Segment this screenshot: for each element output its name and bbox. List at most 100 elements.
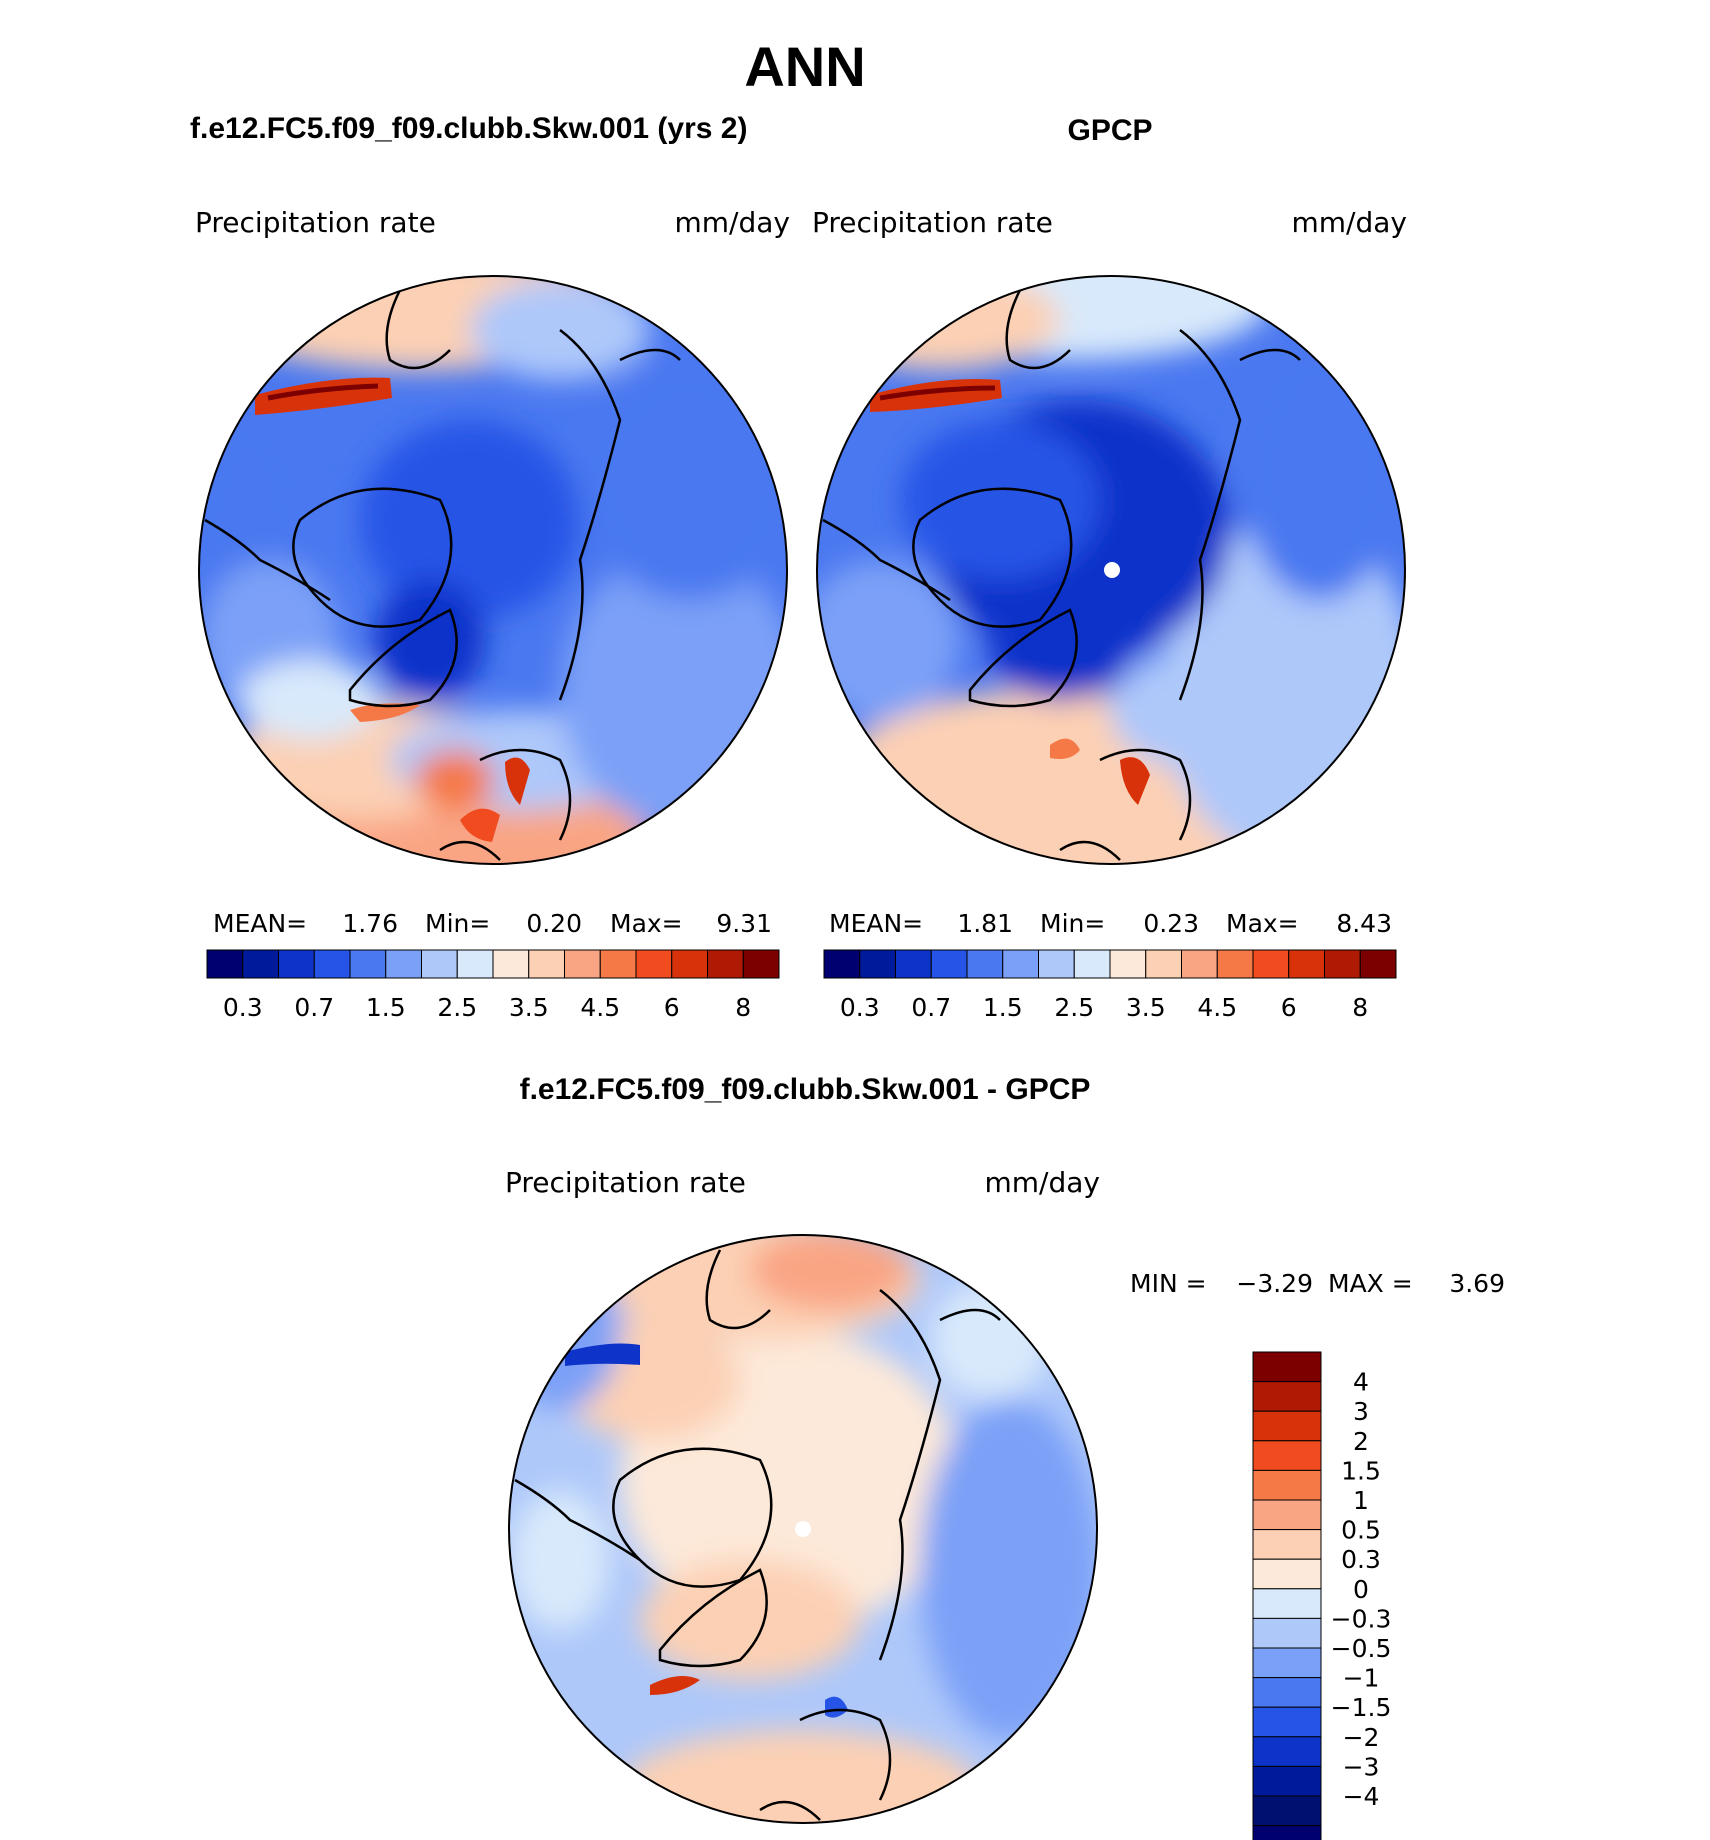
panel-obs-variable-label: Precipitation rate xyxy=(812,206,1053,239)
panel-model-map xyxy=(199,276,787,864)
colorbar-swatch xyxy=(278,949,315,979)
colorbar-swatch xyxy=(1252,1558,1322,1590)
colorbar-tick-label: −3 xyxy=(1343,1752,1380,1781)
colorbar-tick-label: −2 xyxy=(1343,1723,1380,1752)
panel-obs-max-label: Max= xyxy=(1226,909,1299,938)
colorbar-tick-label: 0 xyxy=(1353,1575,1369,1604)
colorbar-swatch xyxy=(1252,1529,1322,1560)
panel-obs-units-label: mm/day xyxy=(1292,206,1408,239)
colorbar-swatch xyxy=(421,949,458,979)
panel-diff-map xyxy=(509,1235,1097,1823)
panel-model-min-label: Min= xyxy=(425,909,490,938)
panel-model: f.e12.FC5.f09_f09.clubb.Skw.001 (yrs 2) … xyxy=(190,112,791,1022)
colorbar-tick-label: 0.7 xyxy=(911,993,951,1022)
colorbar-swatch xyxy=(1252,1499,1322,1531)
colorbar-swatch xyxy=(1324,949,1361,979)
colorbar-swatch xyxy=(707,949,744,979)
panel-obs-min-value: 0.23 xyxy=(1143,909,1199,938)
panel-model-max-value: 9.31 xyxy=(716,909,772,938)
colorbar-swatch xyxy=(1252,1795,1322,1827)
colorbar-swatch xyxy=(1252,1440,1322,1471)
colorbar-tick-label: 1.5 xyxy=(1341,1456,1381,1485)
panel-diff-min-value: −3.29 xyxy=(1236,1269,1313,1298)
panel-obs-map xyxy=(817,276,1405,864)
colorbar-swatch xyxy=(930,949,968,979)
panel-diff-min-label: MIN = xyxy=(1130,1269,1207,1298)
colorbar-tick-label: 8 xyxy=(1352,993,1368,1022)
colorbar-tick-label: 0.3 xyxy=(840,993,880,1022)
panel-model-max-label: Max= xyxy=(610,909,683,938)
colorbar-tick-label: 1.5 xyxy=(983,993,1023,1022)
colorbar-tick-label: 4.5 xyxy=(580,993,620,1022)
colorbar-swatch xyxy=(1181,949,1218,979)
colorbar-swatch xyxy=(859,949,896,979)
colorbar-swatch xyxy=(823,949,861,979)
colorbar-tick-label: 0.7 xyxy=(294,993,334,1022)
colorbar-tick-label: 3.5 xyxy=(509,993,549,1022)
panel-diff-units-label: mm/day xyxy=(985,1166,1101,1199)
panel-obs-max-value: 8.43 xyxy=(1336,909,1392,938)
colorbar-swatch xyxy=(1359,949,1397,979)
colorbar-swatch xyxy=(1252,1647,1322,1679)
colorbar-swatch xyxy=(1252,1706,1322,1738)
colorbar-swatch xyxy=(895,949,932,979)
panel-diff-max-label: MAX = xyxy=(1328,1269,1413,1298)
panel-diff-max-value: 3.69 xyxy=(1449,1269,1505,1298)
colorbar-swatch xyxy=(1252,1765,1322,1797)
colorbar-swatch xyxy=(313,949,351,979)
colorbar-tick-label: 2.5 xyxy=(437,993,477,1022)
colorbar-swatch xyxy=(206,949,244,979)
colorbar-swatch xyxy=(456,949,494,979)
colorbar-swatch xyxy=(242,949,279,979)
colorbar-tick-label: 0.5 xyxy=(1341,1516,1381,1545)
colorbar-tick-label: 8 xyxy=(735,993,751,1022)
colorbar-swatch xyxy=(966,949,1004,979)
colorbar-tick-label: −0.3 xyxy=(1331,1604,1392,1633)
panel-model-mean-value: 1.76 xyxy=(342,909,398,938)
colorbar-tick-label: 6 xyxy=(1281,993,1297,1022)
colorbar-tick-label: 4.5 xyxy=(1197,993,1237,1022)
panel-obs: GPCP Precipitation rate mm/day xyxy=(812,114,1408,1022)
panel-obs-colorbar: 0.3 0.7 1.5 2.5 3.5 4.5 6 8 xyxy=(823,949,1397,1022)
panel-obs-map-border xyxy=(816,275,1406,865)
colorbar-swatch xyxy=(1252,1410,1322,1442)
colorbar-swatch xyxy=(1252,1351,1322,1383)
panel-diff-variable-label: Precipitation rate xyxy=(505,1166,746,1199)
colorbar-swatch xyxy=(742,949,780,979)
colorbar-swatch xyxy=(1252,1588,1322,1619)
colorbar-tick-label: −1.5 xyxy=(1331,1693,1392,1722)
panel-obs-subtitle: GPCP xyxy=(1067,114,1152,147)
colorbar-tick-label: 3 xyxy=(1353,1397,1369,1426)
colorbar-swatch xyxy=(1002,949,1039,979)
colorbar-swatch xyxy=(1252,1469,1322,1501)
colorbar-swatch xyxy=(1252,1617,1322,1649)
colorbar-tick-label: −0.5 xyxy=(1331,1634,1392,1663)
panel-diff-map-border xyxy=(508,1234,1098,1824)
colorbar-swatch xyxy=(671,949,708,979)
colorbar-swatch xyxy=(528,949,565,979)
colorbar-tick-label: −1 xyxy=(1343,1664,1380,1693)
colorbar-swatch xyxy=(635,949,673,979)
colorbar-swatch xyxy=(1288,949,1325,979)
colorbar-swatch xyxy=(1252,1736,1322,1767)
panel-diff: f.e12.FC5.f09_f09.clubb.Skw.001 - GPCP P… xyxy=(505,1073,1505,1840)
panel-model-units-label: mm/day xyxy=(675,206,791,239)
colorbar-swatch xyxy=(385,949,422,979)
colorbar-tick-label: 0.3 xyxy=(1341,1545,1381,1574)
colorbar-tick-label: 3.5 xyxy=(1126,993,1166,1022)
colorbar-tick-label: 2.5 xyxy=(1054,993,1094,1022)
colorbar-swatch xyxy=(564,949,601,979)
colorbar-tick-label: −4 xyxy=(1343,1782,1380,1811)
colorbar-tick-label: 2 xyxy=(1353,1427,1369,1456)
panel-model-colorbar: 0.3 0.7 1.5 2.5 3.5 4.5 6 8 xyxy=(206,949,780,1022)
colorbar-swatch xyxy=(1038,949,1075,979)
colorbar-swatch xyxy=(349,949,387,979)
colorbar-swatch xyxy=(599,949,637,979)
colorbar-tick-label: 1 xyxy=(1353,1486,1369,1515)
colorbar-swatch xyxy=(1073,949,1111,979)
colorbar-tick-label: 0.3 xyxy=(223,993,263,1022)
panel-obs-mean-label: MEAN= xyxy=(829,909,923,938)
panel-obs-min-label: Min= xyxy=(1040,909,1105,938)
panel-model-variable-label: Precipitation rate xyxy=(195,206,436,239)
